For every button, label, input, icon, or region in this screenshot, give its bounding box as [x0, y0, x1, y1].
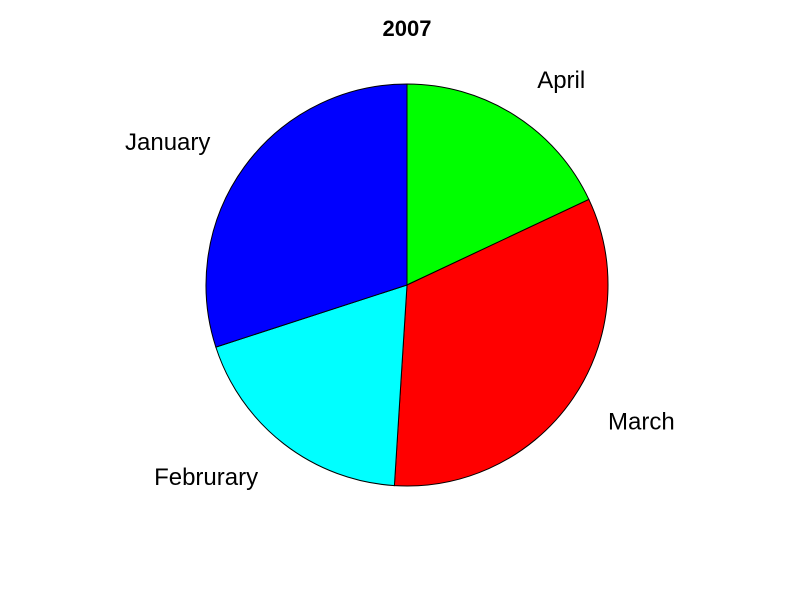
pie-slice-april	[406, 83, 590, 286]
pie-slice-january	[205, 83, 408, 348]
pie-slice-march	[393, 198, 609, 487]
pie-labels: April March Februrary January	[125, 67, 675, 491]
pie-slice-februrary	[215, 284, 408, 487]
pie-slices	[205, 83, 609, 487]
pie-label-februrary: Februrary	[154, 464, 258, 491]
pie-label-march: March	[608, 409, 675, 436]
pie-label-january: January	[125, 129, 210, 156]
pie-label-april: April	[537, 67, 585, 94]
chart-title: 2007	[383, 16, 432, 41]
